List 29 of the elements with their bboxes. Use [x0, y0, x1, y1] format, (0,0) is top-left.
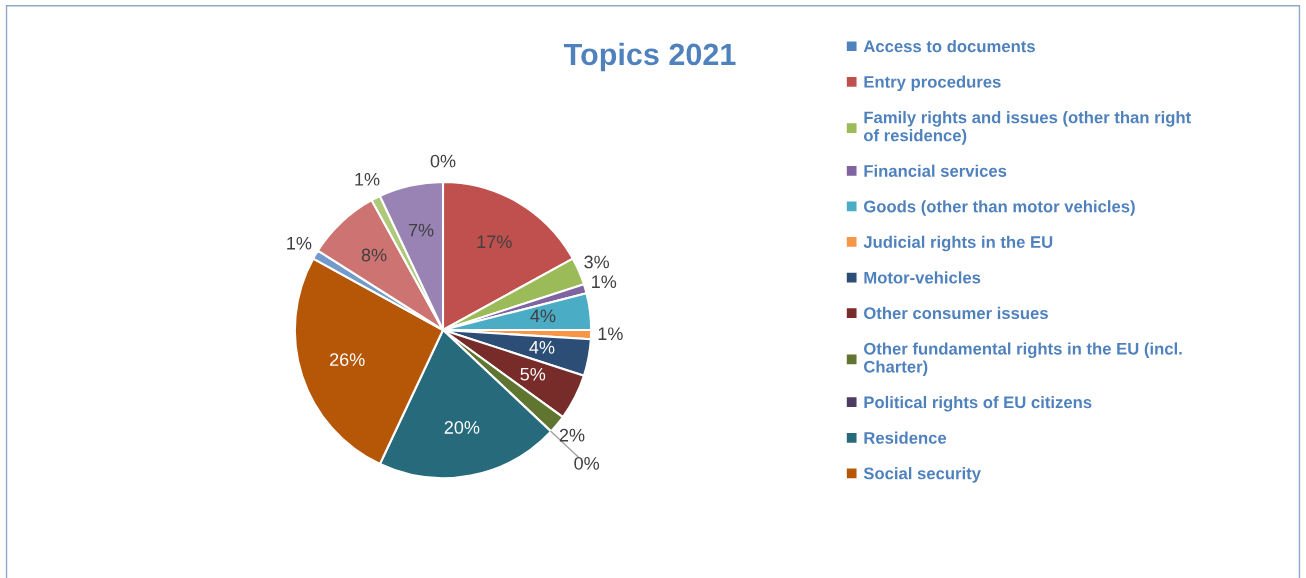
- data-label: 5%: [520, 367, 546, 381]
- legend-label: Political rights of EU citizens: [864, 395, 1092, 412]
- data-label: 20%: [444, 421, 480, 434]
- data-label: 4%: [530, 309, 556, 323]
- data-label: 1%: [355, 172, 380, 186]
- data-label: 2%: [559, 428, 585, 442]
- legend-label: Motor-vehicles: [864, 271, 981, 284]
- legend-label: Financial services: [864, 164, 1007, 177]
- legend-label: Social security: [863, 467, 981, 483]
- legend-label: Goods (other than motor vehicles): [864, 200, 1135, 216]
- text: 0%: [430, 154, 456, 168]
- data-label: 17%: [477, 235, 512, 249]
- chart-title: Topics 2021: [564, 42, 736, 72]
- text: 0%: [574, 456, 600, 470]
- legend-label: Judicial rights in the EU: [863, 235, 1053, 252]
- legend-label: Access to documents: [863, 40, 1035, 53]
- data-label: 4%: [529, 341, 555, 354]
- legend-label: Other consumer issues: [864, 306, 1048, 320]
- data-label: 1%: [592, 275, 617, 289]
- data-label: 7%: [408, 223, 434, 237]
- legend-label: Residence: [864, 431, 947, 444]
- data-label: 1%: [598, 327, 623, 341]
- data-label: 3%: [584, 255, 610, 269]
- legend-label: Family rights and issues (other than right of residence): [863, 111, 1191, 145]
- data-label: 26%: [330, 353, 365, 366]
- legend-label: Entry procedures: [864, 75, 1001, 92]
- legend-label: Other fundamental rights in the EU (incl. Charter): [864, 342, 1182, 376]
- data-label: 8%: [361, 248, 387, 262]
- data-label: 1%: [287, 236, 312, 250]
